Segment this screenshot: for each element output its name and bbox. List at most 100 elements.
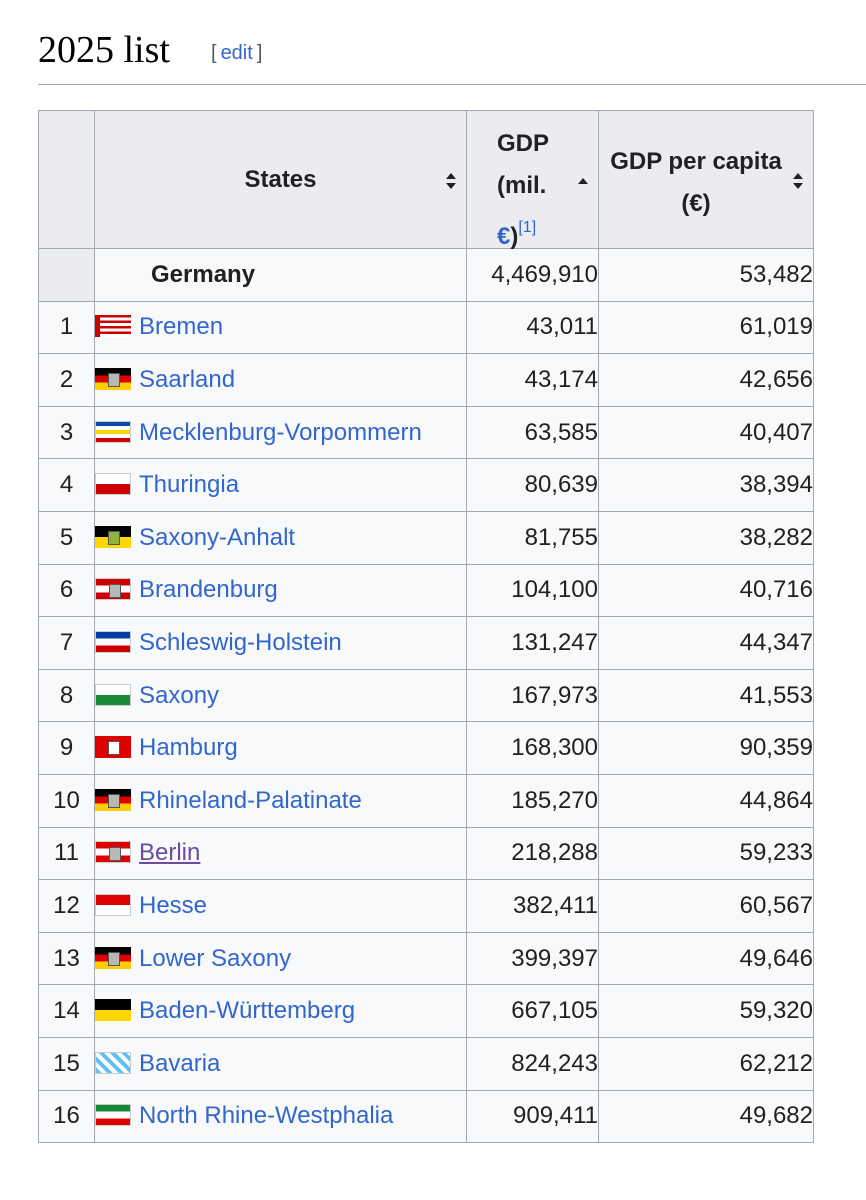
sort-both-icon[interactable] [793,173,803,189]
flag-icon [95,893,131,916]
state-link[interactable]: Lower Saxony [139,944,292,972]
per-capita-cell: 38,282 [598,510,814,565]
per-capita-cell: 62,212 [598,1036,814,1091]
state-link[interactable]: Hamburg [139,734,238,762]
state-link[interactable]: Rhineland-Palatinate [139,786,362,814]
rank-cell [38,248,95,302]
state-cell: Saxony-Anhalt [94,510,467,565]
flag-icon [95,736,131,759]
rank-cell: 2 [38,353,95,407]
sort-both-icon[interactable] [446,173,456,189]
rank-cell: 9 [38,721,95,775]
state-link[interactable]: Baden-Württemberg [139,997,356,1025]
section-title: 2025 list [38,29,170,71]
gdp-cell: 131,247 [466,616,599,670]
state-cell: Rhineland-Palatinate [94,773,467,828]
state-link[interactable]: Berlin [139,839,201,867]
coat-of-arms-icon [108,741,120,756]
state-link[interactable]: Brandenburg [139,576,278,604]
rank-cell: 4 [38,458,95,512]
table-row: 4 Thuringia 80,639 38,394 [38,458,814,512]
table-row: 9 Hamburg 168,300 90,359 [38,721,814,775]
rank-cell: 15 [38,1036,95,1091]
gdp-cell: 185,270 [466,773,599,828]
rank-cell: 13 [38,931,95,986]
state-cell: North Rhine-Westphalia [94,1089,467,1144]
coat-of-arms-icon [109,584,121,599]
state-link[interactable]: Hesse [139,891,208,919]
table-row: 6 Brandenburg 104,100 40,716 [38,563,814,618]
flag-icon [95,788,131,811]
state-link[interactable]: Saxony-Anhalt [139,523,296,551]
state-cell: Lower Saxony [94,931,467,986]
rank-cell: 3 [38,405,95,460]
per-capita-header-line1: GDP per capita [610,148,782,175]
state-link[interactable]: North Rhine-Westphalia [139,1102,394,1130]
state-link[interactable]: Saxony [139,681,220,709]
reference-link[interactable]: [1] [518,219,537,236]
state-link[interactable]: Saarland [139,365,236,393]
state-cell: Bremen [94,300,467,355]
per-capita-cell: 40,716 [598,563,814,618]
per-capita-cell: 38,394 [598,458,814,512]
state-cell: Brandenburg [94,563,467,618]
state-cell: Bavaria [94,1036,467,1091]
state-cell: Berlin [94,826,467,881]
gdp-cell: 382,411 [466,879,599,933]
state-link[interactable]: Mecklenburg-Vorpommern [139,418,422,446]
edit-link[interactable]: edit [220,42,253,64]
state-link[interactable]: Bremen [139,313,224,341]
sort-ascending-icon[interactable] [578,173,588,189]
edit-bracket-close: ] [256,42,263,64]
state-link[interactable]: Schleswig-Holstein [139,628,342,656]
euro-link[interactable]: € [497,223,511,250]
flag-icon [95,999,131,1022]
state-link[interactable]: Thuringia [139,471,240,499]
edit-bracket-open: [ [211,42,217,64]
gdp-cell: 104,100 [466,563,599,618]
gdp-cell: 824,243 [466,1036,599,1091]
per-capita-cell: 41,553 [598,668,814,723]
state-cell: Hesse [94,879,467,933]
total-gdp-cell: 4,469,910 [466,248,599,302]
state-link[interactable]: Bavaria [139,1049,221,1077]
per-capita-cell: 90,359 [598,721,814,775]
table-row: 5 Saxony-Anhalt 81,755 38,282 [38,510,814,565]
state-cell: Mecklenburg-Vorpommern [94,405,467,460]
gdp-cell: 167,973 [466,668,599,723]
rank-cell: 7 [38,616,95,670]
table-row: 3 Mecklenburg-Vorpommern 63,585 40,407 [38,405,814,460]
per-capita-cell: 44,864 [598,773,814,828]
flag-icon [95,473,131,496]
table-body: Germany 4,469,910 53,482 1 Bremen 43,011 61… [38,248,814,1144]
rank-cell: 11 [38,826,95,881]
per-capita-cell: 40,407 [598,405,814,460]
state-cell: Saxony [94,668,467,723]
gdp-cell: 63,585 [466,405,599,460]
table-row: 16 North Rhine-Westphalia 909,411 49,682 [38,1089,814,1144]
coat-of-arms-icon [108,530,120,545]
rank-cell: 1 [38,300,95,355]
table-row: 15 Bavaria 824,243 62,212 [38,1036,814,1091]
gdp-cell: 667,105 [466,984,599,1038]
gdp-cell: 218,288 [466,826,599,881]
coat-of-arms-icon [109,847,121,862]
per-capita-cell: 59,320 [598,984,814,1038]
flag-icon [95,841,131,864]
gdp-cell: 399,397 [466,931,599,986]
gdp-header[interactable]: GDP (mil. €)[1] [466,110,599,250]
total-per-capita-cell: 53,482 [598,248,814,302]
coat-of-arms-icon [108,793,120,808]
gdp-header-line2: (mil. [497,172,547,199]
table-row: 11 Berlin 218,288 59,233 [38,826,814,881]
coat-of-arms-icon [108,372,120,387]
states-header[interactable]: States [94,110,467,249]
flag-icon [95,525,131,548]
table-row: 13 Lower Saxony 399,397 49,646 [38,931,814,986]
flag-icon [95,946,131,969]
total-state-cell: Germany [94,248,467,302]
gdp-table: States GDP (mil. €)[1] GDP per capita (€… [38,110,814,1144]
state-cell: Schleswig-Holstein [94,616,467,670]
per-capita-header[interactable]: GDP per capita (€) [598,110,814,249]
flag-icon [95,630,131,653]
